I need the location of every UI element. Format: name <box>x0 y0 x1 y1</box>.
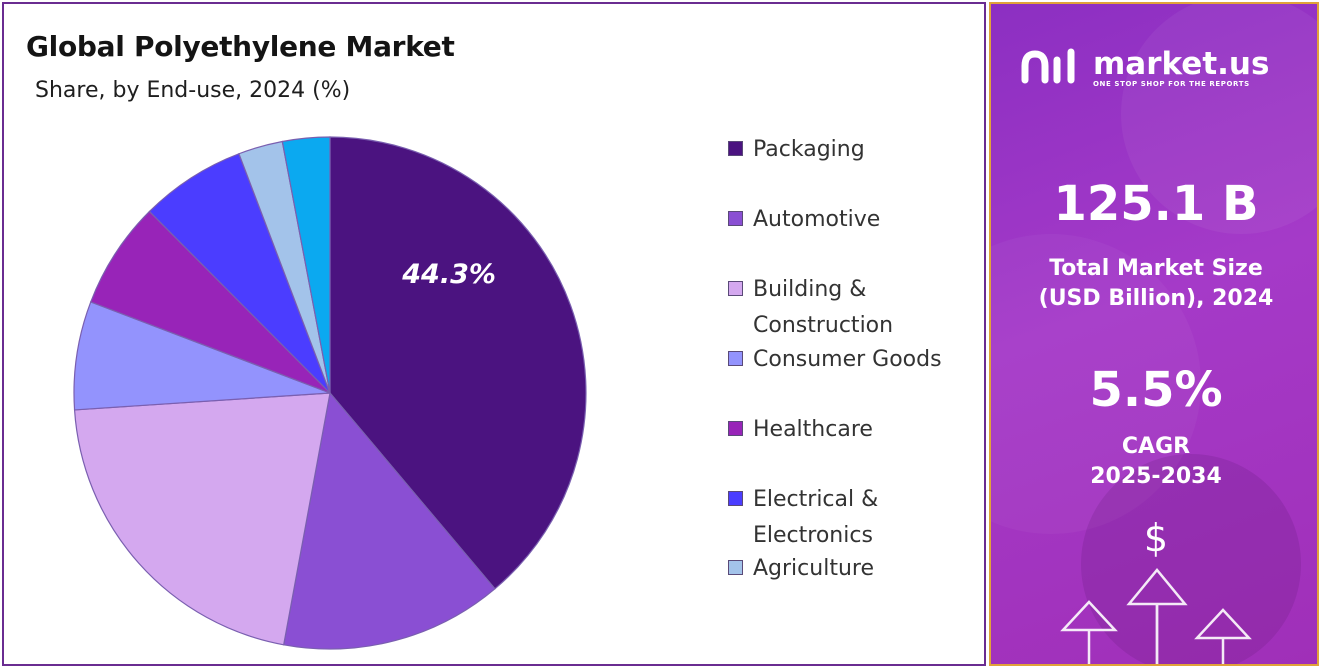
background-decoration <box>991 4 1317 664</box>
legend-label: Building & Construction <box>753 277 894 338</box>
pie-slice-consumer-goods[interactable] <box>73 301 331 411</box>
legend-label: Agriculture <box>753 556 874 581</box>
market-summary-panel: market.us ONE STOP SHOP FOR THE REPORTS … <box>989 2 1319 666</box>
up-arrows-icon <box>1060 568 1252 664</box>
legend-swatch-building-construction <box>728 281 743 296</box>
legend-swatch-healthcare <box>728 421 743 436</box>
brand: market.us ONE STOP SHOP FOR THE REPORTS <box>1021 46 1269 90</box>
legend-item-packaging[interactable]: Packaging <box>728 132 983 168</box>
chart-subtitle: Share, by End-use, 2024 (%) <box>35 78 351 103</box>
cagr-label-line2: 2025-2034 <box>1090 464 1222 489</box>
market-us-logo-icon <box>1021 48 1075 84</box>
cagr-label-line1: CAGR <box>1121 434 1191 459</box>
brand-tagline: ONE STOP SHOP FOR THE REPORTS <box>1093 80 1250 88</box>
pie-slice-others[interactable] <box>281 136 331 394</box>
market-size-label-line2: (USD Billion), 2024 <box>1038 286 1274 311</box>
legend-label: Healthcare <box>753 417 873 442</box>
legend-item-electrical-electronics[interactable]: Electrical & Electronics <box>728 482 983 554</box>
chart-title: Global Polyethylene Market <box>26 30 455 63</box>
brand-name: market.us <box>1093 46 1270 82</box>
cagr-value: 5.5% <box>1089 362 1223 418</box>
market-size-value: 125.1 B <box>1053 176 1259 232</box>
chart-panel: Global Polyethylene Market Share, by End… <box>2 2 986 666</box>
legend-item-agriculture[interactable]: Agriculture <box>728 551 983 587</box>
legend-swatch-electrical-electronics <box>728 491 743 506</box>
legend-swatch-packaging <box>728 141 743 156</box>
market-size-label-line1: Total Market Size <box>1049 256 1263 281</box>
legend-swatch-agriculture <box>728 560 743 575</box>
legend-item-automotive[interactable]: Automotive <box>728 202 983 238</box>
pie-slice-automotive[interactable] <box>282 391 496 650</box>
pie-slice-healthcare[interactable] <box>89 210 331 394</box>
legend-item-healthcare[interactable]: Healthcare <box>728 412 983 448</box>
legend-item-consumer-goods[interactable]: Consumer Goods <box>728 342 983 378</box>
legend-label: Packaging <box>753 137 865 162</box>
pie-slice-packaging[interactable] <box>329 136 587 590</box>
pie-chart: 44.3% <box>73 136 587 650</box>
legend-label: Electrical & Electronics <box>753 487 879 548</box>
legend-item-building-construction[interactable]: Building & Construction <box>728 272 983 344</box>
pie-slice-building-construction[interactable] <box>73 392 331 646</box>
dollar-icon: $ <box>1143 516 1169 560</box>
legend-label: Consumer Goods <box>753 347 942 372</box>
legend-swatch-consumer-goods <box>728 351 743 366</box>
pie-slice-electrical-electronics[interactable] <box>148 152 331 394</box>
data-label: 44.3% <box>401 259 496 290</box>
legend-label: Automotive <box>753 207 881 232</box>
legend-swatch-automotive <box>728 211 743 226</box>
